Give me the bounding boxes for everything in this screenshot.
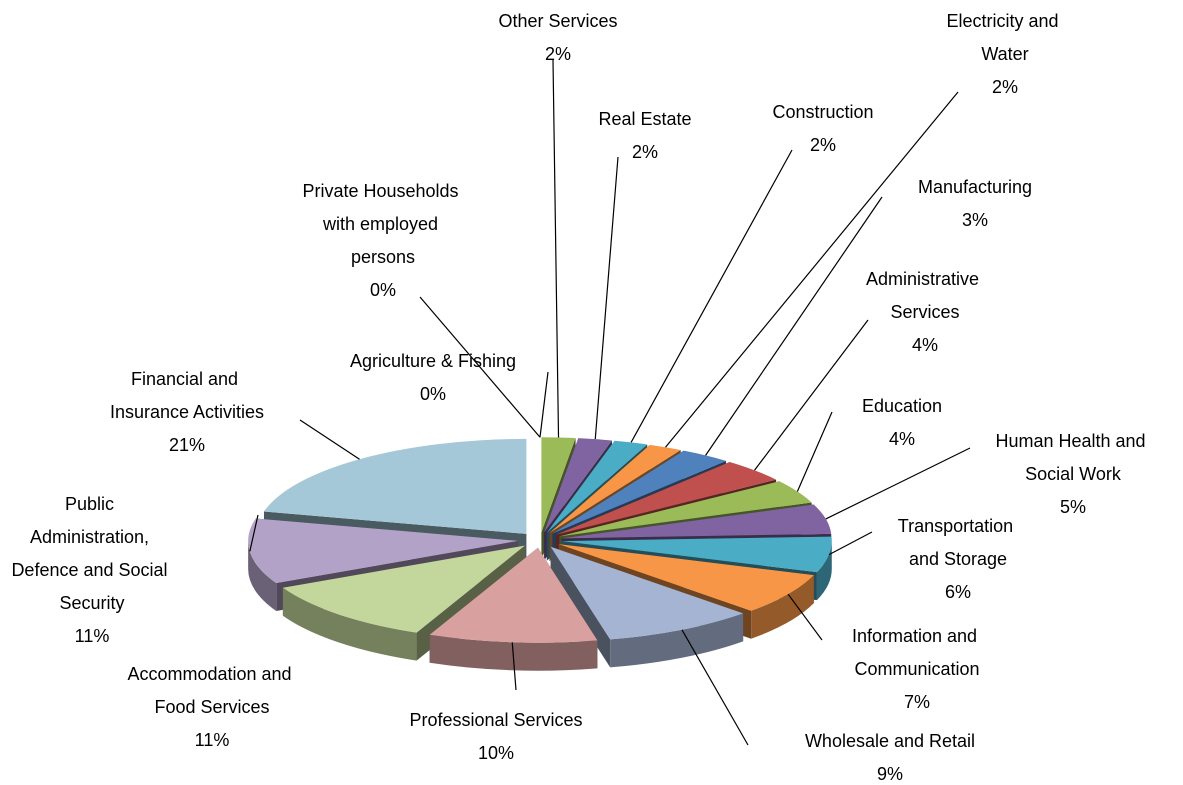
value-label: 4% bbox=[889, 429, 915, 449]
category-label: Private Households with employed persons bbox=[302, 181, 463, 267]
leader-line bbox=[630, 149, 793, 443]
leader-line bbox=[754, 319, 869, 471]
leader-line bbox=[787, 593, 823, 641]
category-label: Manufacturing bbox=[918, 177, 1032, 197]
value-label: 0% bbox=[420, 384, 446, 404]
category-label: Transportation and Storage bbox=[898, 516, 1018, 569]
leader-line bbox=[825, 447, 971, 520]
slice-wall bbox=[248, 540, 277, 612]
slice-wall bbox=[282, 587, 417, 661]
value-label: 2% bbox=[545, 44, 571, 64]
slice bbox=[550, 546, 744, 640]
slice bbox=[264, 438, 527, 534]
slice bbox=[559, 481, 812, 537]
leader-line bbox=[665, 91, 959, 448]
leader-line bbox=[299, 419, 360, 460]
slice bbox=[546, 440, 648, 533]
slice bbox=[552, 450, 727, 534]
category-label: Financial and Insurance Activities bbox=[110, 369, 264, 422]
slice bbox=[561, 504, 832, 539]
category-label: Human Health and Social Work bbox=[995, 431, 1150, 484]
category-label: Information and Communication bbox=[852, 626, 982, 679]
slice bbox=[561, 536, 832, 573]
leader-line bbox=[249, 514, 259, 552]
value-label: 5% bbox=[1060, 497, 1086, 517]
labels: Agriculture & Fishing 0% Private Household… bbox=[11, 11, 1150, 784]
slice bbox=[541, 437, 576, 533]
slice-wall bbox=[751, 575, 814, 639]
category-label: Wholesale and Retail bbox=[805, 731, 975, 751]
leader-line bbox=[681, 629, 749, 746]
leader-line bbox=[419, 296, 541, 438]
slice-wall bbox=[816, 541, 832, 601]
slice-wall bbox=[610, 613, 744, 668]
category-label: Professional Services bbox=[409, 710, 582, 730]
leader-line bbox=[539, 371, 549, 438]
category-label: Other Services bbox=[498, 11, 617, 31]
slice bbox=[248, 518, 519, 584]
value-label: 2% bbox=[992, 77, 1018, 97]
value-label: 11% bbox=[195, 730, 230, 750]
leader-line bbox=[705, 196, 883, 456]
slice bbox=[558, 544, 814, 611]
category-label: Agriculture & Fishing bbox=[350, 351, 516, 371]
category-label: Education bbox=[862, 396, 942, 416]
value-label: 4% bbox=[912, 335, 938, 355]
slice bbox=[429, 547, 598, 643]
value-label: 2% bbox=[632, 142, 658, 162]
category-label: Real Estate bbox=[598, 109, 691, 129]
category-label: Accommodation and Food Services bbox=[127, 664, 296, 717]
category-label: Public Administration, Defence and Socia… bbox=[11, 494, 172, 613]
category-label: Electricity and Water bbox=[946, 11, 1063, 64]
value-label: 11% bbox=[75, 626, 110, 646]
value-label: 6% bbox=[945, 582, 971, 602]
slice bbox=[282, 545, 525, 633]
slice bbox=[549, 444, 681, 534]
category-label: Construction bbox=[772, 102, 873, 122]
value-label: 7% bbox=[904, 692, 930, 712]
value-label: 0% bbox=[370, 280, 396, 300]
category-label: Administrative Services bbox=[866, 269, 984, 322]
value-label: 9% bbox=[877, 764, 903, 784]
leader-line bbox=[796, 411, 833, 492]
leader-line bbox=[552, 59, 560, 438]
value-label: 21% bbox=[169, 435, 205, 455]
slice bbox=[544, 438, 612, 533]
slice bbox=[556, 461, 777, 535]
leader-line bbox=[594, 156, 619, 440]
leader-line bbox=[511, 642, 517, 691]
value-label: 10% bbox=[478, 743, 514, 763]
value-label: 3% bbox=[962, 210, 988, 230]
value-label: 2% bbox=[810, 135, 836, 155]
leader-line bbox=[828, 531, 873, 556]
pie bbox=[248, 437, 832, 671]
